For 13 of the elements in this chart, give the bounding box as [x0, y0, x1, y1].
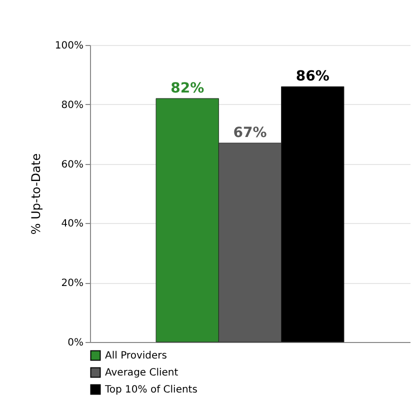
y-tick-label: 80%	[61, 100, 84, 111]
y-tick-label: 20%	[61, 278, 84, 290]
data-label: 67%	[233, 125, 267, 142]
legend-label: Top 10% of Clients	[104, 384, 198, 396]
y-axis-title: % Up-to-Date	[28, 153, 43, 235]
y-tick-label: 60%	[61, 159, 84, 170]
data-label: 82%	[170, 80, 204, 96]
y-tick-label: 40%	[61, 218, 84, 230]
y-tick-label: 0%	[68, 338, 84, 348]
y-tick-label: 100%	[54, 40, 84, 52]
legend-label: All Providers	[105, 350, 167, 362]
data-label: 86%	[296, 68, 330, 85]
legend-label: Average Client	[105, 368, 178, 378]
